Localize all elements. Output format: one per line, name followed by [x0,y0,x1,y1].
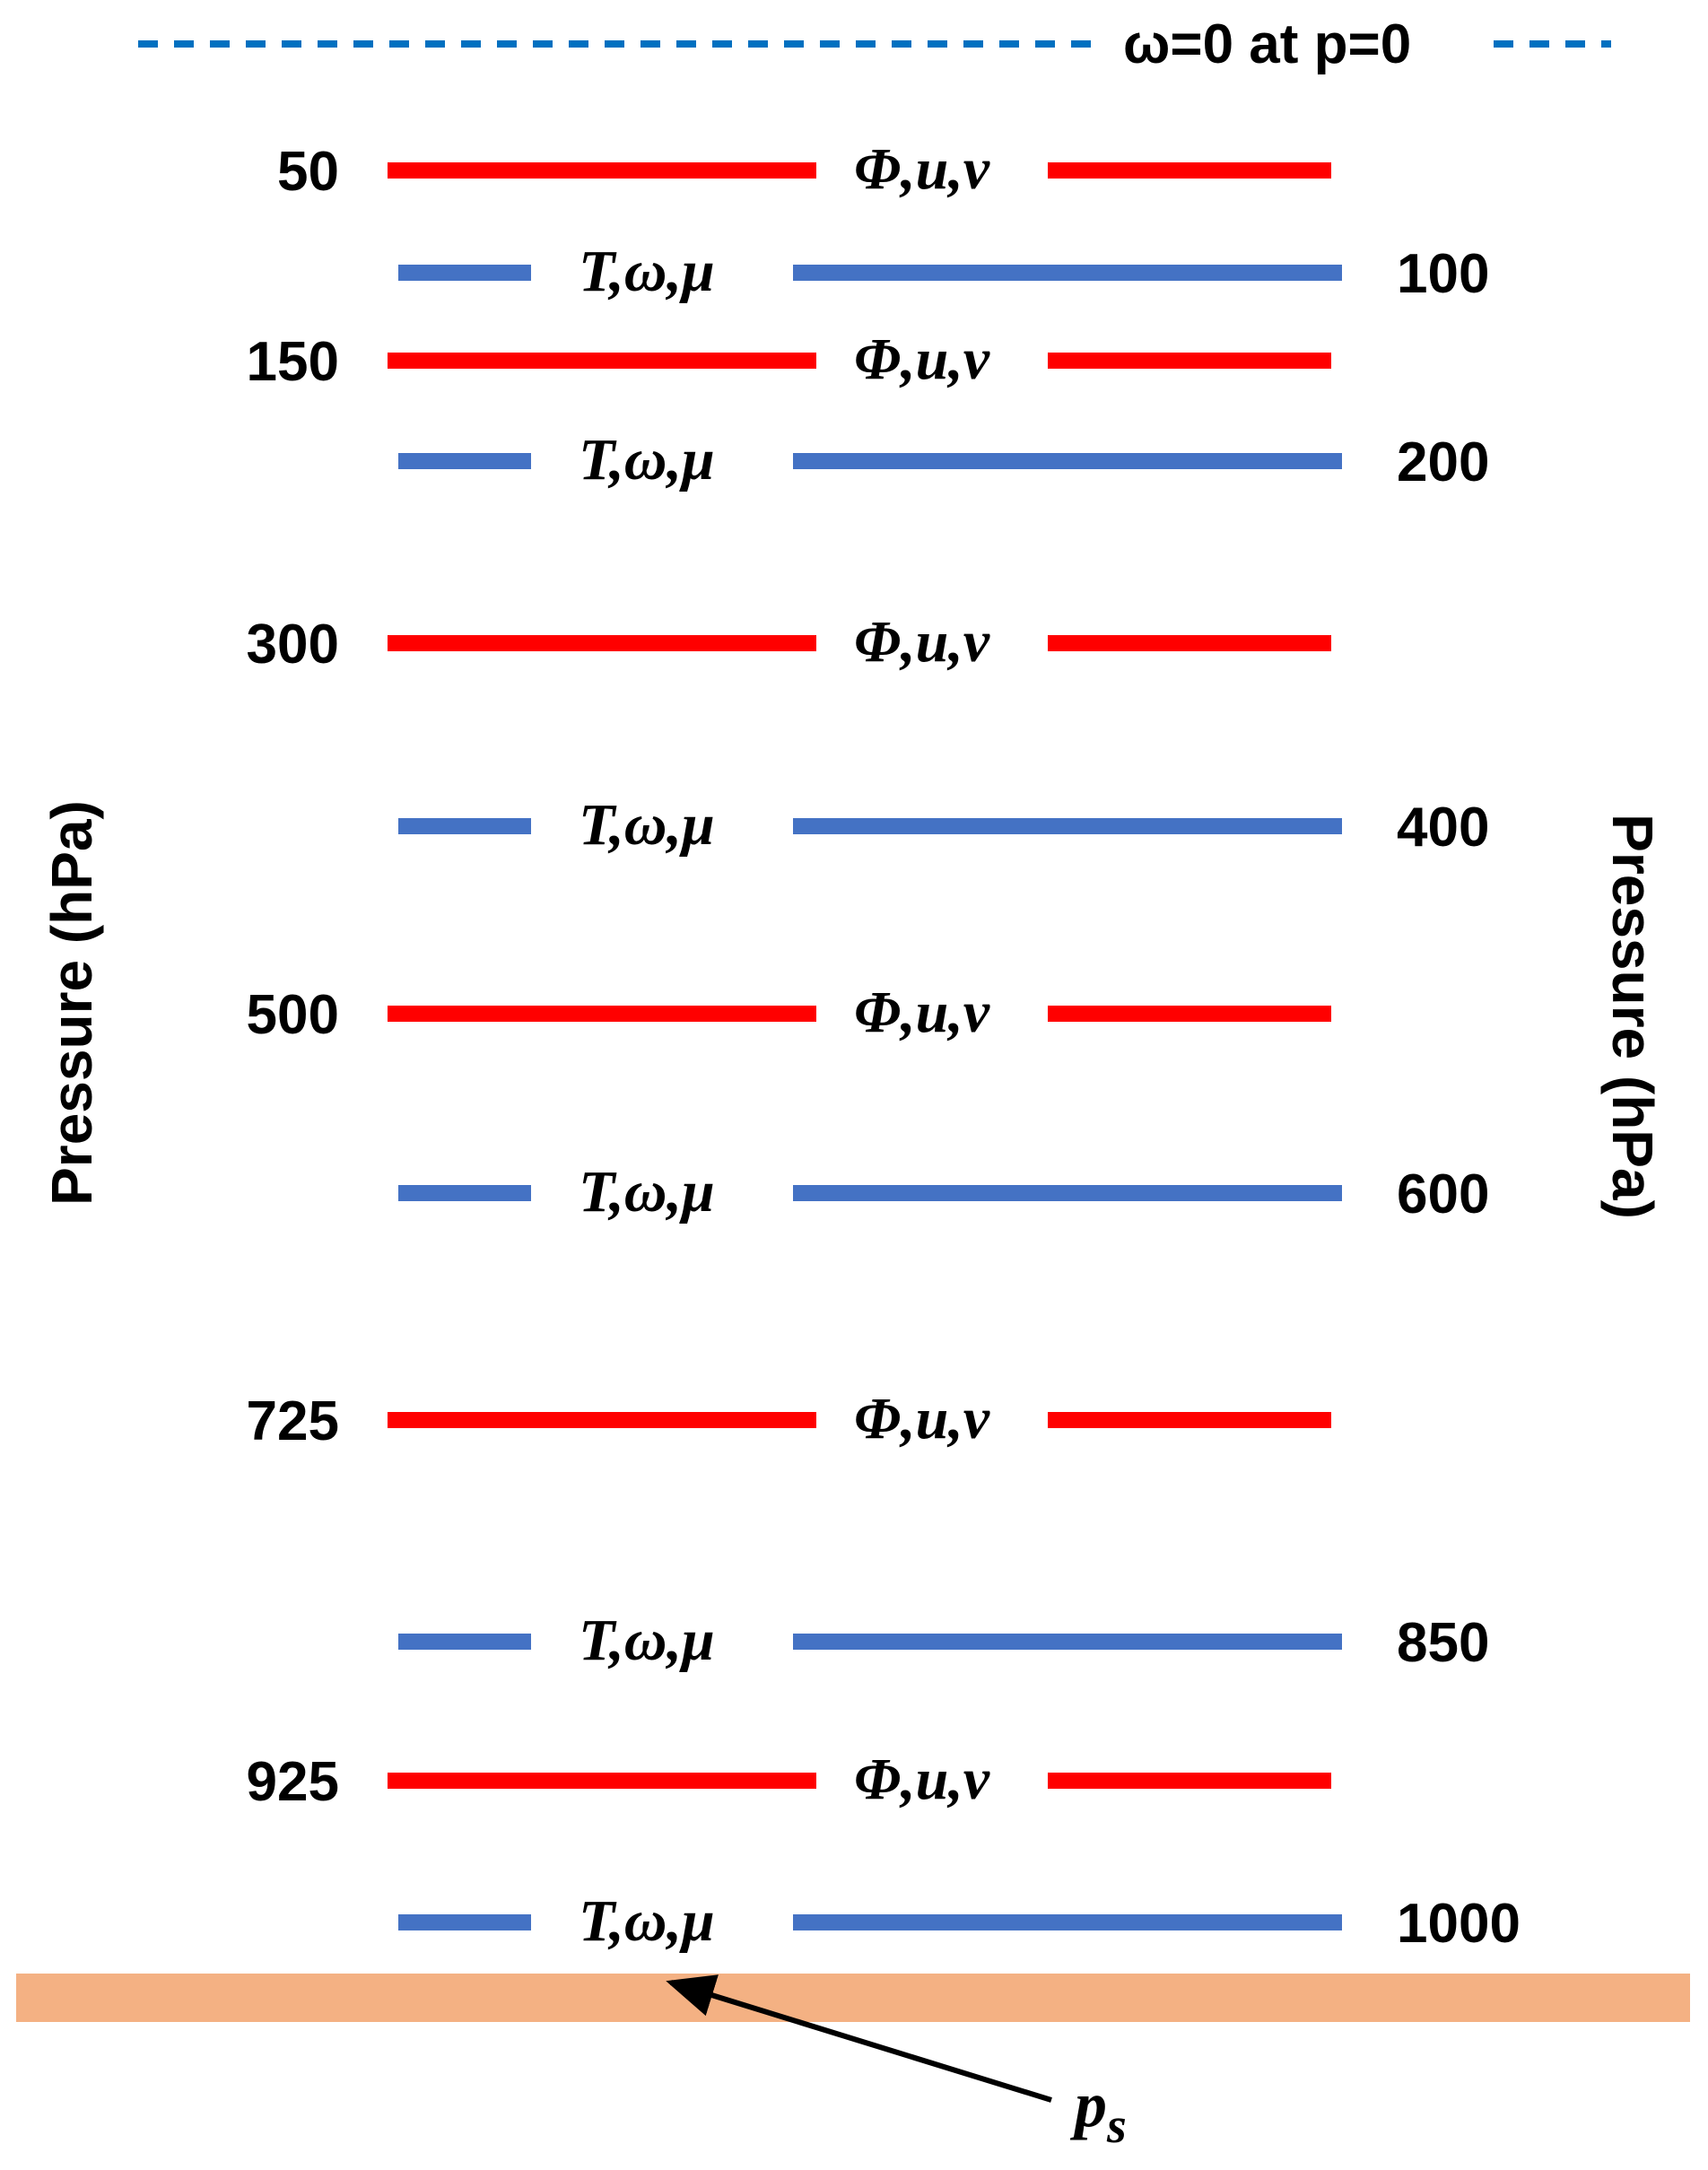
pressure-label-right: 100 [1397,243,1489,305]
top-boundary-label: ω=0 at p=0 [1123,13,1411,75]
level-variables-label: T,ω,μ [579,1159,715,1224]
levels-group: Φ,u,v 50 T,ω,μ 100 Φ,u,v 150 T,ω,μ 200 Φ,u,v 300 T… [247,136,1521,1955]
top-boundary: ω=0 at p=0 [138,13,1611,75]
level-variables-label: Φ,u,v [854,1747,990,1812]
pressure-label-left: 725 [247,1390,339,1452]
level-100: T,ω,μ 100 [398,239,1489,305]
axis-right-title: Pressure (hPa) [1600,814,1665,1219]
pressure-label-left: 500 [247,984,339,1046]
level-variables-label: Φ,u,v [854,327,990,392]
level-1000: T,ω,μ 1000 [398,1888,1521,1955]
level-variables-label: T,ω,μ [579,427,715,492]
level-variables-label: Φ,u,v [854,1386,990,1451]
pressure-label-left: 50 [277,141,339,203]
pressure-label-right: 1000 [1397,1893,1521,1955]
level-variables-label: Φ,u,v [854,136,990,202]
level-850: T,ω,μ 850 [398,1608,1489,1674]
ground-surface [16,1974,1690,2022]
axis-left-title: Pressure (hPa) [39,800,104,1206]
pressure-label-right: 400 [1397,797,1489,858]
level-200: T,ω,μ 200 [398,427,1489,493]
level-400: T,ω,μ 400 [398,792,1489,858]
level-300: Φ,u,v 300 [247,609,1331,675]
level-variables-label: T,ω,μ [579,1608,715,1673]
surface-pressure-label: ps [1069,2069,1127,2154]
pressure-label-right: 600 [1397,1163,1489,1225]
level-variables-label: Φ,u,v [854,609,990,675]
pressure-label-left: 150 [247,331,339,393]
level-variables-label: T,ω,μ [579,239,715,304]
pressure-label-right: 200 [1397,431,1489,493]
pressure-label-right: 850 [1397,1612,1489,1674]
level-variables-label: T,ω,μ [579,792,715,858]
pressure-label-left: 300 [247,614,339,675]
level-925: Φ,u,v 925 [247,1747,1331,1813]
pressure-label-left: 925 [247,1751,339,1813]
level-600: T,ω,μ 600 [398,1159,1489,1225]
level-variables-label: Φ,u,v [854,980,990,1045]
level-variables-label: T,ω,μ [579,1888,715,1954]
level-500: Φ,u,v 500 [247,980,1331,1046]
surface-pressure-arrow [666,1974,1052,2103]
level-725: Φ,u,v 725 [247,1386,1331,1452]
level-150: Φ,u,v 150 [247,327,1331,393]
level-50: Φ,u,v 50 [277,136,1331,203]
